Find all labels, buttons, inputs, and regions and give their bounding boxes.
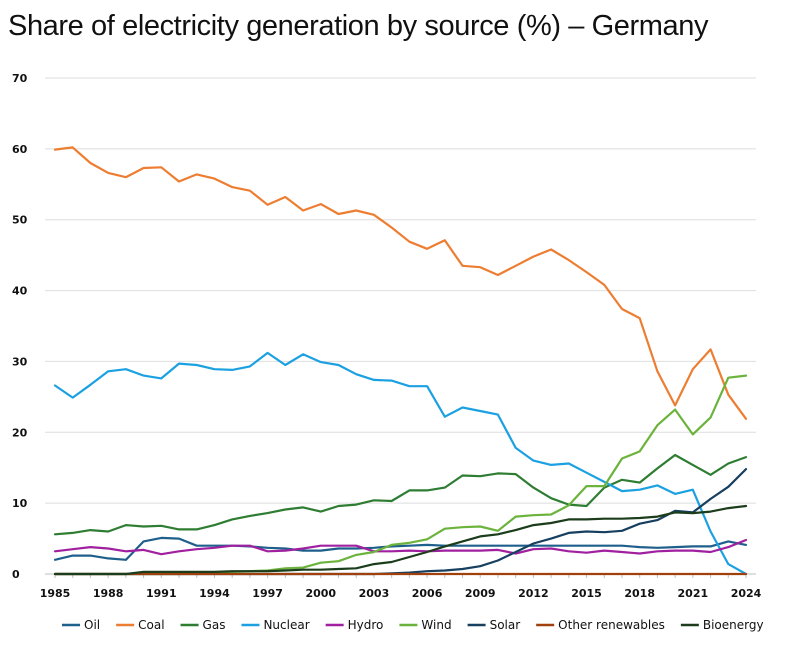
legend-label-hydro: Hydro <box>348 618 384 632</box>
series-line-hydro <box>53 538 748 556</box>
x-tick-label: 2021 <box>678 587 709 600</box>
legend: Oil Coal Gas Nuclear Hydro Wind Solar Other ren… <box>62 618 764 632</box>
x-tick-label: 2024 <box>731 587 762 600</box>
y-tick-label: 20 <box>12 426 28 439</box>
legend-label-nuclear: Nuclear <box>263 618 309 632</box>
y-tick-label: 70 <box>12 72 28 85</box>
legend-label-other-renewables: Other renewables <box>558 618 665 632</box>
legend-label-wind: Wind <box>421 618 451 632</box>
x-tick-label: 2003 <box>359 587 390 600</box>
x-tick-label: 2006 <box>412 587 443 600</box>
x-tick-label: 1985 <box>40 587 71 600</box>
y-tick-label: 50 <box>12 214 28 227</box>
series-line-gas <box>53 453 748 536</box>
legend-label-gas: Gas <box>203 618 226 632</box>
y-tick-label: 0 <box>12 568 20 581</box>
y-tick-label: 40 <box>12 285 28 298</box>
legend-label-bioenergy: Bioenergy <box>703 618 764 632</box>
x-tick-label: 2012 <box>518 587 549 600</box>
series-line-oil <box>53 536 748 561</box>
series-line-solar <box>53 468 748 576</box>
series-line-wind <box>53 374 748 576</box>
gridlines <box>45 77 756 504</box>
y-tick-label: 60 <box>12 143 28 156</box>
legend-label-solar: Solar <box>490 618 521 632</box>
series-line-bioenergy <box>53 504 748 576</box>
x-tick-label: 1994 <box>199 587 230 600</box>
x-tick-label: 2009 <box>465 587 496 600</box>
series-line-nuclear <box>53 351 748 576</box>
legend-label-oil: Oil <box>84 618 100 632</box>
x-tick-label: 1997 <box>252 587 283 600</box>
series-line-coal <box>53 146 748 420</box>
x-tick-label: 2000 <box>305 587 336 600</box>
chart-title: Share of electricity generation by sourc… <box>8 10 709 42</box>
x-tick-label: 1991 <box>146 587 177 600</box>
y-tick-label: 30 <box>12 355 28 368</box>
legend-label-coal: Coal <box>138 618 164 632</box>
x-tick-label: 1988 <box>93 587 124 600</box>
x-tick-label: 2018 <box>624 587 655 600</box>
x-tick-label: 2015 <box>571 587 602 600</box>
series-lines <box>53 146 748 576</box>
y-tick-label: 10 <box>12 497 28 510</box>
